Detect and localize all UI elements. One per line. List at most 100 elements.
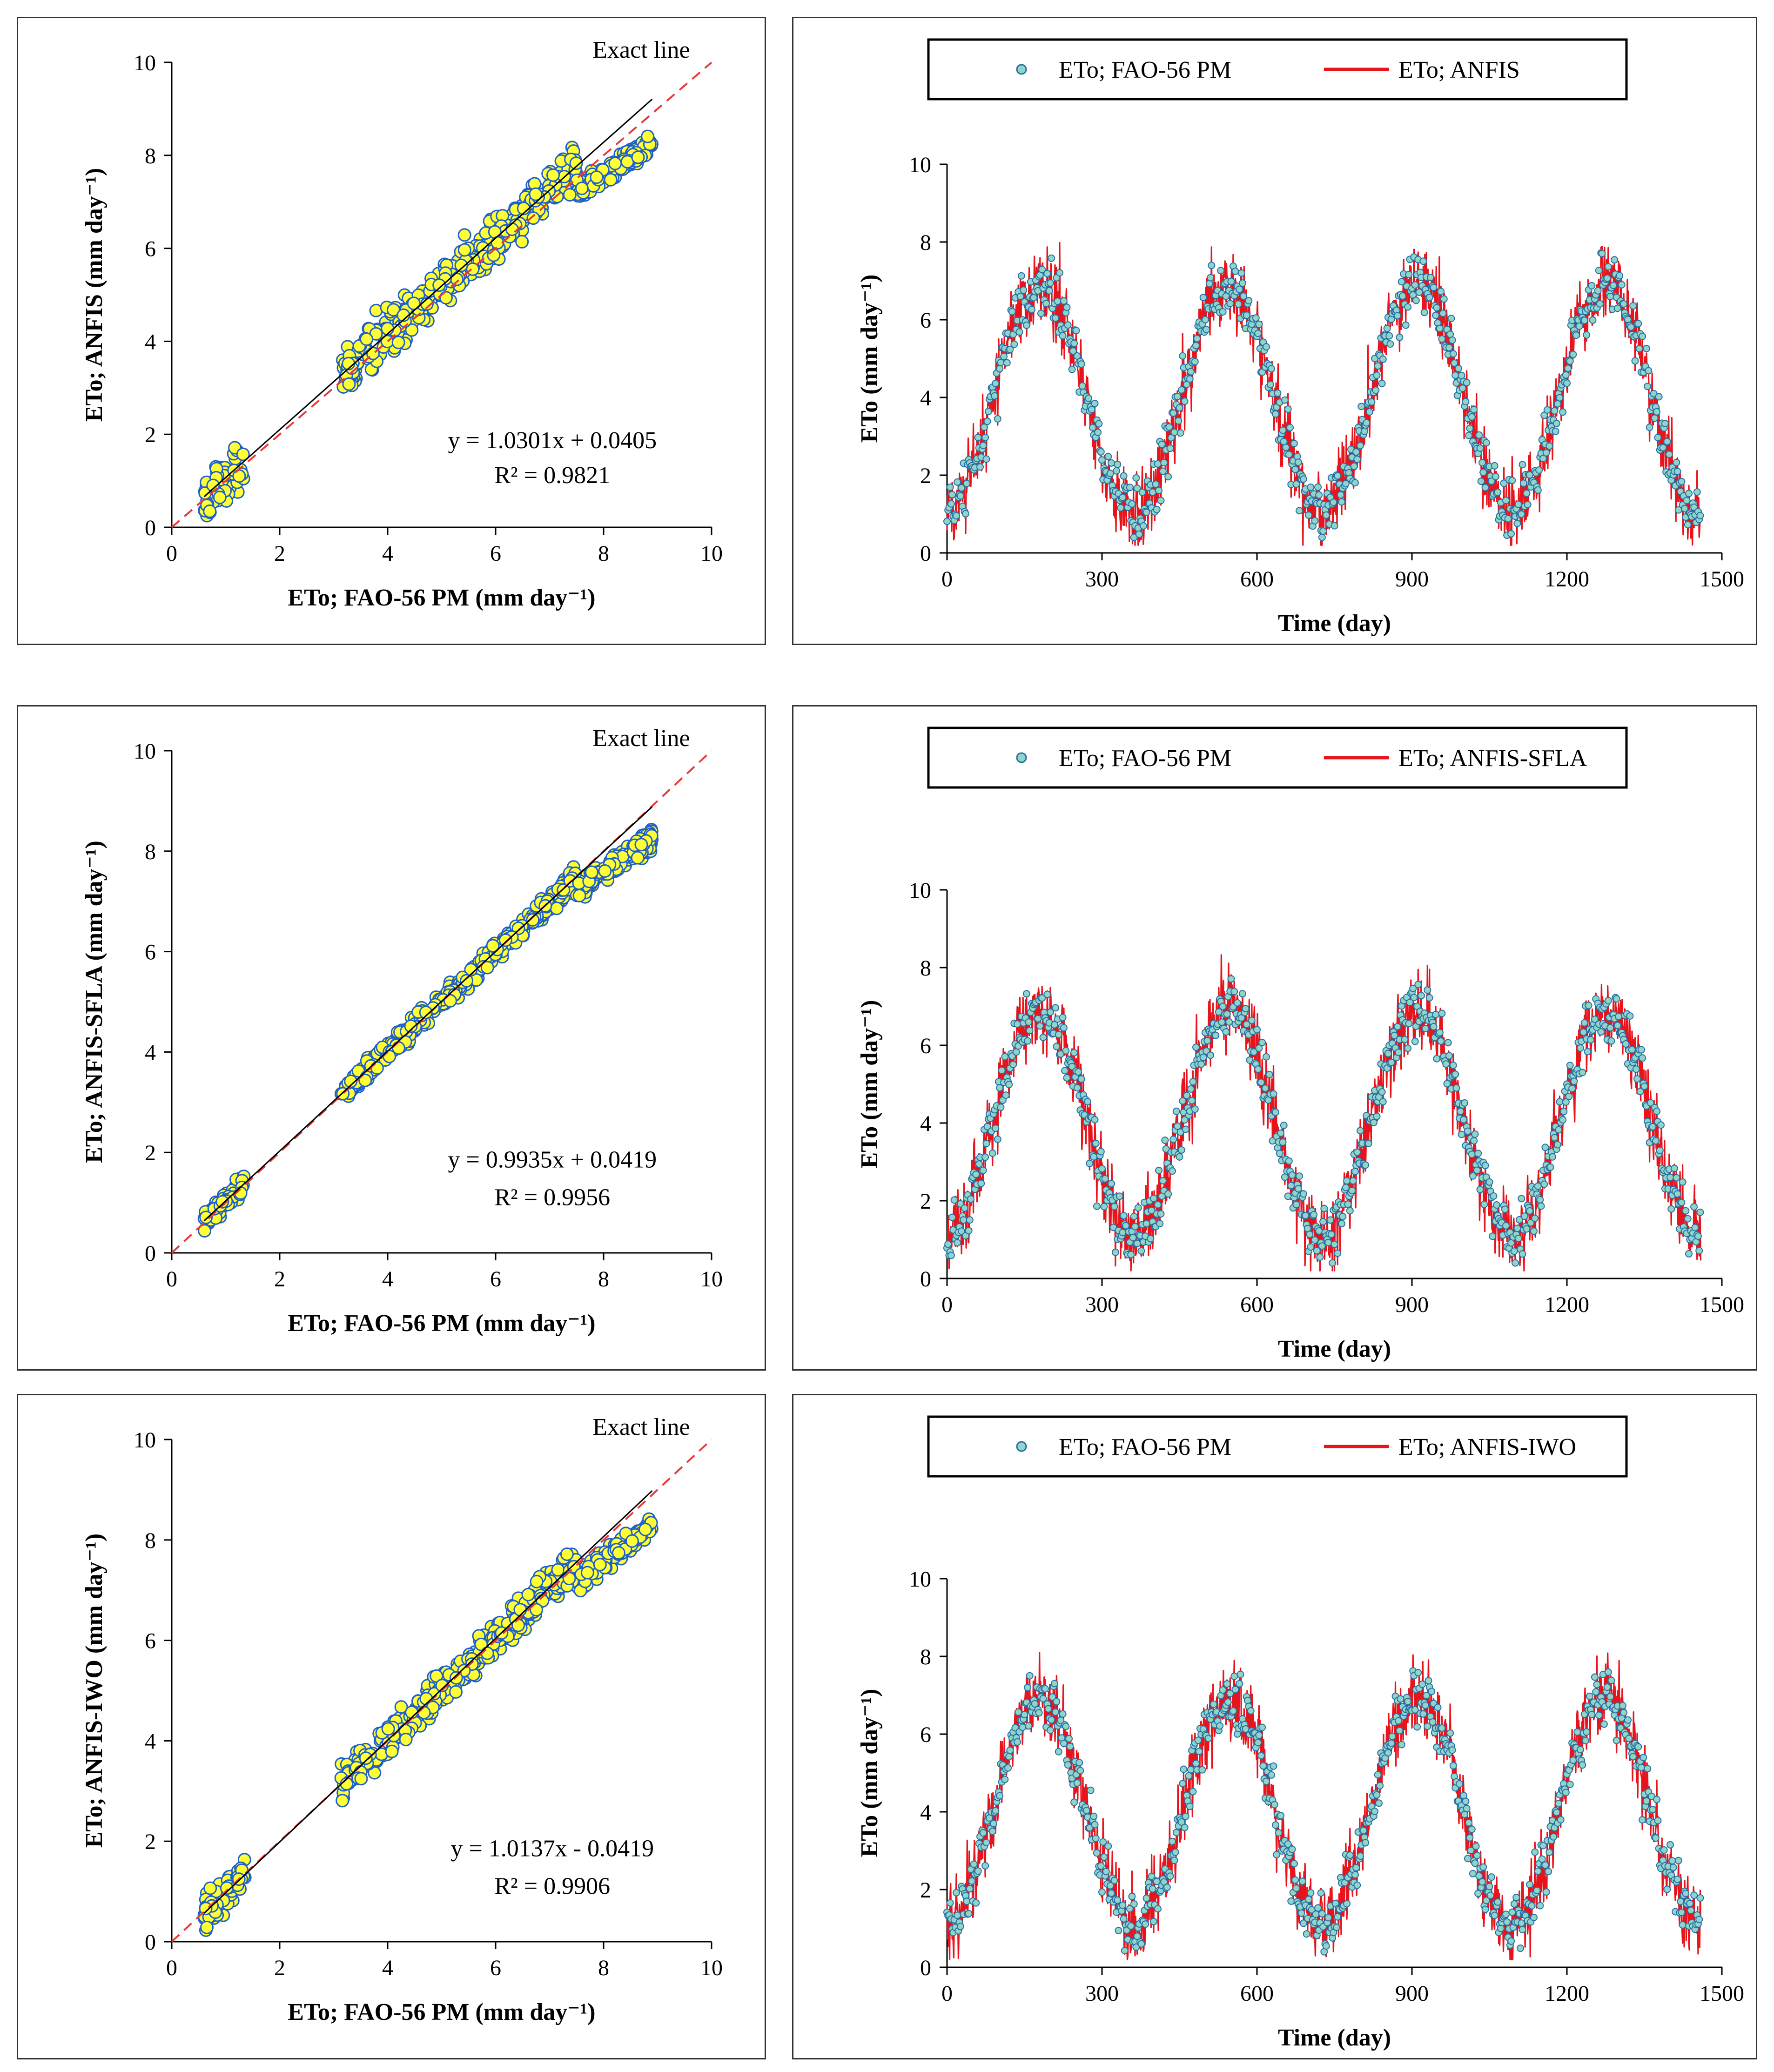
observed-point — [1292, 1884, 1300, 1892]
observed-point — [1179, 1097, 1187, 1105]
observed-point — [1690, 1203, 1698, 1211]
observed-point — [1552, 419, 1560, 427]
observed-point — [1055, 1748, 1062, 1756]
observed-point — [1329, 1259, 1337, 1267]
observed-point — [1255, 1731, 1263, 1739]
r-squared: R² = 0.9956 — [494, 1184, 610, 1211]
observed-point — [974, 434, 982, 442]
observed-point — [1362, 1161, 1370, 1169]
observed-point — [1655, 393, 1663, 401]
data-point — [370, 1061, 384, 1075]
observed-point — [1330, 522, 1338, 530]
x-axis-label: Time (day) — [1278, 2025, 1391, 2051]
observed-point — [1181, 1823, 1189, 1831]
observed-point — [1164, 1190, 1172, 1198]
observed-point — [1548, 1153, 1556, 1161]
observed-point — [965, 1227, 973, 1235]
observed-point — [1569, 1756, 1577, 1764]
x-tick-label: 300 — [1085, 567, 1119, 592]
data-point — [488, 225, 502, 239]
observed-point — [1384, 1049, 1392, 1057]
observed-point — [1000, 352, 1008, 360]
observed-point — [1092, 1835, 1100, 1843]
observed-point — [1292, 480, 1300, 488]
data-point — [526, 913, 540, 927]
observed-point — [1427, 274, 1434, 282]
data-point — [359, 1751, 373, 1765]
observed-point — [1534, 1182, 1542, 1190]
r-squared: R² = 0.9906 — [494, 1873, 610, 1899]
observed-point — [1546, 1163, 1554, 1171]
observed-point — [1446, 1729, 1454, 1737]
observed-point — [1471, 1859, 1479, 1867]
observed-point — [1197, 1060, 1205, 1068]
observed-point — [956, 492, 964, 500]
observed-point — [1132, 1943, 1140, 1951]
observed-point — [1560, 1108, 1568, 1116]
observed-point — [1477, 478, 1485, 485]
observed-point — [1059, 332, 1067, 340]
observed-point — [1025, 1722, 1033, 1730]
observed-point — [1305, 511, 1312, 519]
observed-point — [1604, 263, 1612, 271]
observed-point — [1430, 1023, 1438, 1030]
data-point — [638, 1522, 652, 1536]
observed-point — [1106, 1882, 1114, 1890]
observed-point — [1022, 321, 1030, 329]
observed-point — [1086, 1159, 1094, 1167]
observed-point — [1174, 393, 1182, 400]
observed-point — [956, 1923, 964, 1931]
fit-line — [203, 806, 653, 1222]
observed-point — [980, 424, 988, 431]
observed-point — [996, 365, 1004, 373]
scatter-chart: 0 2 4 6 8 10 0 2 4 6 8 10 ETo; FAO-56 PM (mm day⁻¹) E… — [81, 1414, 723, 2025]
observed-point — [1219, 308, 1227, 316]
observed-point — [1072, 327, 1080, 335]
observed-point — [1449, 350, 1457, 358]
observed-point — [1311, 1236, 1319, 1244]
observed-point — [992, 1124, 1000, 1132]
observed-point — [1566, 357, 1574, 365]
observed-point — [1503, 1918, 1511, 1926]
model-series-line — [946, 242, 1702, 546]
observed-point — [1368, 398, 1376, 406]
observed-point — [1556, 394, 1564, 402]
observed-point — [1639, 332, 1646, 340]
observed-point — [1396, 333, 1404, 341]
observed-point — [1034, 1015, 1042, 1023]
legend: ETo; FAO-56 PM ETo; ANFIS — [927, 38, 1628, 101]
observed-point — [1611, 256, 1619, 264]
observed-point — [1642, 344, 1650, 352]
y-tick-label: 4 — [920, 1800, 931, 1825]
observed-point — [1470, 406, 1478, 414]
observed-point — [1644, 383, 1652, 390]
observed-point — [1236, 1680, 1243, 1688]
observed-point — [1606, 293, 1614, 301]
observed-point — [1606, 1693, 1614, 1701]
observed-point — [1494, 488, 1502, 496]
observed-point — [1670, 1164, 1678, 1172]
observed-point — [1169, 1167, 1176, 1175]
observed-point — [1172, 1107, 1180, 1115]
observed-point — [1339, 1212, 1347, 1220]
observed-point — [1171, 1848, 1179, 1856]
x-tick-label: 600 — [1240, 567, 1274, 592]
observed-point — [1188, 1097, 1196, 1104]
observed-point — [1418, 992, 1425, 1000]
observed-point — [1375, 1799, 1383, 1807]
data-point — [236, 447, 250, 461]
observed-point — [1183, 1091, 1190, 1099]
data-point — [457, 228, 471, 242]
observed-point — [1362, 1839, 1370, 1847]
observed-point — [1485, 1178, 1493, 1186]
x-tick-label: 1200 — [1545, 1981, 1589, 2006]
observed-point — [1352, 1864, 1360, 1871]
observed-point — [1402, 321, 1410, 329]
y-axis-label: ETo (mm day⁻¹) — [856, 275, 883, 443]
observed-point — [1237, 269, 1245, 277]
observed-point — [1182, 1125, 1189, 1133]
observed-point — [1474, 1890, 1482, 1897]
observed-point — [1158, 440, 1166, 448]
observed-point — [1099, 1838, 1107, 1846]
observed-point — [1077, 360, 1085, 368]
